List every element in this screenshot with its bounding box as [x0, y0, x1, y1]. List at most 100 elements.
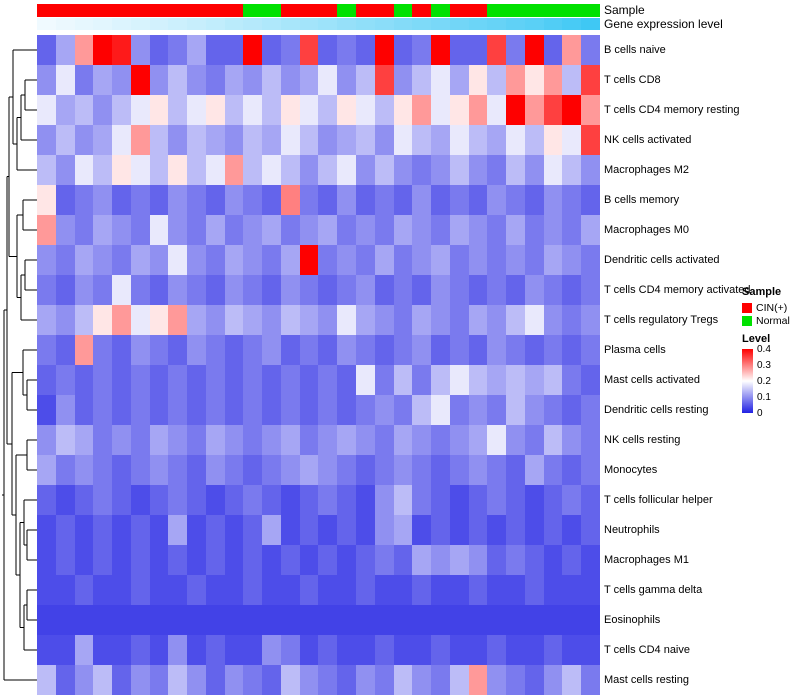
heatmap-cell [506, 65, 525, 95]
heatmap-cell [543, 545, 563, 575]
heatmap-cell [543, 125, 563, 155]
heatmap-cell [205, 275, 225, 305]
heatmap-cell [130, 245, 150, 275]
heatmap-cell [318, 125, 338, 155]
heatmap-cell [318, 245, 338, 275]
heatmap-cell [55, 485, 75, 515]
heatmap-cell [262, 155, 281, 185]
heatmap-cell [543, 455, 563, 485]
heatmap-cell [93, 485, 113, 515]
heatmap-cell [149, 575, 169, 605]
heatmap-cell [93, 215, 113, 245]
heatmap-cell [112, 635, 131, 665]
heatmap-cell [224, 335, 244, 365]
heatmap-cell [337, 635, 357, 665]
heatmap-cell [393, 185, 413, 215]
heatmap-cell [356, 545, 375, 575]
heatmap-cell [318, 665, 338, 695]
heatmap-cell [243, 545, 263, 575]
heatmap-cell [224, 425, 244, 455]
heatmap-cell [318, 545, 338, 575]
heatmap-cell [168, 335, 188, 365]
heatmap-cell [112, 65, 131, 95]
heatmap-cell [187, 215, 206, 245]
heatmap-cell [243, 65, 263, 95]
heatmap-cell [168, 455, 188, 485]
heatmap-cell [93, 125, 113, 155]
heatmap-cell [112, 605, 131, 635]
heatmap-cell [55, 635, 75, 665]
heatmap-cell [112, 575, 131, 605]
heatmap-cell [562, 35, 582, 65]
heatmap-cell [243, 245, 263, 275]
heatmap-cell [74, 395, 94, 425]
expression-annotation-segment [562, 18, 582, 30]
expression-annotation-segment [74, 18, 94, 30]
heatmap-cell [262, 215, 281, 245]
heatmap-cell [393, 605, 413, 635]
heatmap-cell [543, 155, 563, 185]
heatmap-cell [299, 35, 319, 65]
heatmap-cell [487, 635, 507, 665]
heatmap-cell [149, 245, 169, 275]
heatmap-cell [262, 395, 281, 425]
heatmap-cell [205, 455, 225, 485]
heatmap-cell [524, 425, 544, 455]
expression-annotation-segment [93, 18, 113, 30]
heatmap-cell [93, 455, 113, 485]
heatmap-cell [562, 665, 582, 695]
heatmap-cell [337, 515, 357, 545]
heatmap-cell [112, 665, 131, 695]
heatmap-cell [243, 215, 263, 245]
heatmap-cell [74, 245, 94, 275]
heatmap-cell [468, 515, 488, 545]
heatmap-cell [262, 515, 281, 545]
heatmap-cell [524, 185, 544, 215]
heatmap-cell [356, 635, 375, 665]
heatmap-cell [205, 395, 225, 425]
heatmap-cell [374, 35, 394, 65]
heatmap-cell [280, 605, 300, 635]
legend-sample-items: CIN(+) Normal [742, 301, 800, 327]
heatmap-cell [524, 365, 544, 395]
heatmap-cell [412, 605, 432, 635]
heatmap-cell [374, 125, 394, 155]
heatmap-cell [74, 65, 94, 95]
legend: Sample CIN(+) Normal Level 0.4 0.3 0.2 0.1 0 [742, 286, 800, 419]
heatmap-cell [112, 35, 131, 65]
heatmap-cell [581, 575, 600, 605]
heatmap-cell [356, 95, 375, 125]
heatmap-cell [37, 305, 56, 335]
row-label: NK cells resting [604, 434, 681, 446]
heatmap-cell [562, 335, 582, 365]
heatmap-cell [318, 305, 338, 335]
heatmap-cell [562, 455, 582, 485]
heatmap-cell [449, 455, 469, 485]
heatmap-cell [224, 605, 244, 635]
heatmap-cell [224, 35, 244, 65]
heatmap-cell [299, 305, 319, 335]
heatmap-cell [431, 275, 450, 305]
heatmap-cell [562, 515, 582, 545]
heatmap-cell [280, 215, 300, 245]
heatmap-cell [205, 665, 225, 695]
heatmap-cell [149, 515, 169, 545]
heatmap-cell [130, 575, 150, 605]
heatmap-cell [112, 275, 131, 305]
heatmap-cell [449, 215, 469, 245]
expression-annotation-segment [524, 18, 544, 30]
heatmap-cell [262, 95, 281, 125]
heatmap-cell [468, 605, 488, 635]
heatmap-cell [468, 485, 488, 515]
heatmap-cell [74, 365, 94, 395]
heatmap-cell [280, 185, 300, 215]
heatmap-cell [393, 665, 413, 695]
heatmap-cell [318, 155, 338, 185]
heatmap-cell [280, 575, 300, 605]
heatmap-cell [543, 395, 563, 425]
heatmap-cell [187, 185, 206, 215]
expression-annotation-segment [431, 18, 450, 30]
heatmap-cell [74, 485, 94, 515]
heatmap-cell [74, 215, 94, 245]
heatmap-cell [93, 245, 113, 275]
